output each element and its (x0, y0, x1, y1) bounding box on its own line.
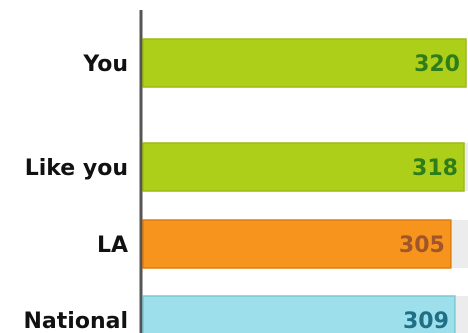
bar (142, 295, 456, 333)
bar-track (450, 220, 468, 268)
bar-track (463, 143, 468, 191)
value-label: 318 (412, 156, 458, 181)
category-label: LA (97, 233, 128, 258)
bar (142, 219, 452, 269)
bar-track (454, 296, 468, 333)
value-label: 309 (403, 309, 449, 333)
bar (142, 142, 465, 192)
category-label: You (82, 52, 128, 77)
category-label: National (24, 309, 128, 333)
value-label: 320 (414, 52, 460, 77)
value-label: 305 (399, 233, 445, 258)
category-label: Like you (25, 156, 128, 181)
bar (142, 38, 467, 88)
